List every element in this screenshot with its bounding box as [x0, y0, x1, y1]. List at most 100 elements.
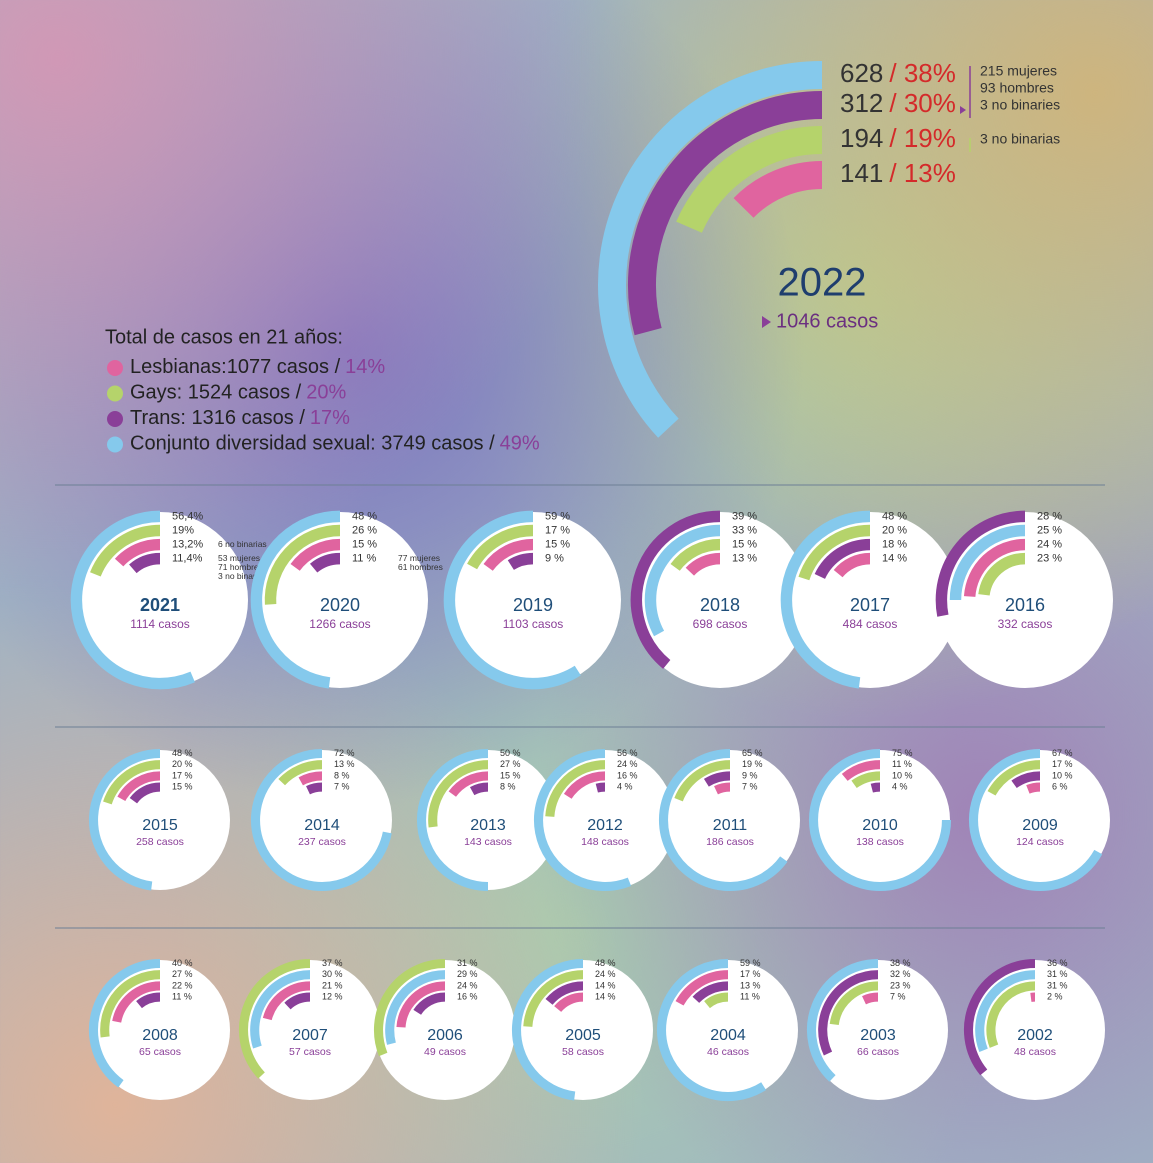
value-label: 31 % — [1047, 969, 1068, 979]
value-label: 15 % — [352, 538, 377, 550]
radial-bar — [1011, 771, 1041, 789]
value-label: 12 % — [322, 991, 343, 1001]
radial-bar — [963, 958, 1036, 1076]
percent-label: / 30% — [889, 88, 956, 118]
chart-title: 2021 — [140, 595, 180, 615]
value-label: 65 % — [742, 748, 763, 758]
value-label: 59 % — [545, 510, 570, 522]
value-label: 194/ 19% — [840, 123, 956, 153]
chart-title: 2020 — [320, 595, 360, 615]
radial-bar — [467, 524, 534, 570]
radial-bar — [306, 782, 323, 795]
legend-percent: 49% — [500, 433, 540, 455]
radial-bar — [987, 760, 1041, 796]
value-label: 14 % — [595, 980, 616, 990]
value-label: 141/ 13% — [840, 158, 956, 188]
radial-bar — [814, 538, 871, 580]
value-label: 72 % — [334, 748, 355, 758]
value-label: 16 % — [457, 991, 478, 1001]
radial-bar — [563, 771, 606, 799]
legend-swatch — [107, 385, 123, 402]
radial-bar — [469, 782, 489, 796]
chart-title: 2007 — [292, 1027, 328, 1044]
note-arrow — [960, 106, 966, 114]
value-label: 15 % — [545, 538, 570, 550]
value-label: 31 % — [457, 958, 478, 968]
radial-bar — [298, 771, 323, 786]
legend-text: Gays: 1524 casos /20% — [130, 382, 346, 404]
value-label: 10 % — [892, 770, 913, 780]
radial-bar — [870, 782, 881, 793]
value-label: 56 % — [617, 748, 638, 758]
chart-title: 2019 — [513, 595, 553, 615]
value-label: 20 % — [172, 759, 193, 769]
value-label: 29 % — [457, 969, 478, 979]
percent-label: / 19% — [889, 123, 956, 153]
value-label: 14 % — [882, 553, 907, 565]
value-label: 27 % — [172, 969, 193, 979]
note: 53 mujeres — [218, 553, 260, 563]
chart-subtitle: 1046 casos — [776, 310, 878, 332]
radial-bar — [428, 760, 489, 828]
year-circle — [658, 960, 798, 1100]
value-label: 13 % — [740, 980, 761, 990]
radial-bar — [417, 748, 489, 892]
radial-bar — [714, 782, 731, 795]
chart-subtitle: 124 casos — [1016, 836, 1064, 848]
radial-bar — [114, 538, 161, 567]
radial-bar — [659, 748, 788, 892]
radial-bar — [264, 524, 341, 605]
value-label: 50 % — [500, 748, 521, 758]
radial-bar — [978, 552, 1026, 596]
value-label: 19% — [172, 524, 194, 536]
value-label: 8 % — [334, 770, 350, 780]
value-label: 39 % — [732, 510, 757, 522]
value-label: 9 % — [545, 553, 564, 565]
value-label: 40 % — [172, 958, 193, 968]
radial-bar — [986, 981, 1036, 1048]
legend-percent: 20% — [306, 382, 346, 404]
value-label: 24 % — [1037, 538, 1062, 550]
chart-subtitle: 186 casos — [706, 836, 754, 848]
value-label: 23 % — [890, 980, 911, 990]
value-label: 48 % — [352, 510, 377, 522]
radial-bar — [935, 510, 1026, 617]
value-label: 15 % — [732, 538, 757, 550]
radial-bar — [523, 970, 584, 1027]
count-label: 194 — [840, 123, 883, 153]
chart-title: 2022 — [778, 261, 867, 305]
chart-title: 2014 — [304, 817, 340, 834]
radial-bar — [129, 782, 161, 804]
radial-bar — [595, 782, 606, 793]
year-circle — [782, 512, 958, 688]
chart-subtitle: 58 casos — [562, 1046, 604, 1058]
value-label: 30 % — [322, 969, 343, 979]
radial-bar — [129, 552, 161, 574]
count-label: 141 — [840, 158, 883, 188]
chart-title: 2002 — [1017, 1027, 1053, 1044]
note: 3 no binaries — [980, 97, 1060, 113]
radial-bar — [692, 981, 729, 1004]
value-label: 4 % — [617, 781, 633, 791]
radial-bar — [963, 538, 1026, 598]
value-label: 8 % — [500, 781, 516, 791]
value-label: 15 % — [172, 781, 193, 791]
chart-subtitle: 332 casos — [998, 617, 1053, 631]
radial-bar — [656, 958, 767, 1102]
radial-bar — [250, 970, 311, 1049]
radial-bar — [483, 538, 534, 571]
value-label: 17 % — [740, 969, 761, 979]
chart-title: 2018 — [700, 595, 740, 615]
chart-subtitle: 66 casos — [857, 1046, 899, 1058]
year-circle — [240, 960, 380, 1100]
chart-title: 2005 — [565, 1027, 601, 1044]
note: 3 no binarias — [980, 131, 1060, 147]
value-label: 67 % — [1052, 748, 1073, 758]
legend-swatch — [107, 436, 123, 453]
chart-title: 2006 — [427, 1027, 463, 1044]
value-label: 19 % — [742, 759, 763, 769]
chart-subtitle: 1266 casos — [309, 617, 370, 631]
value-label: 21 % — [322, 980, 343, 990]
value-label: 11 % — [172, 991, 192, 1001]
